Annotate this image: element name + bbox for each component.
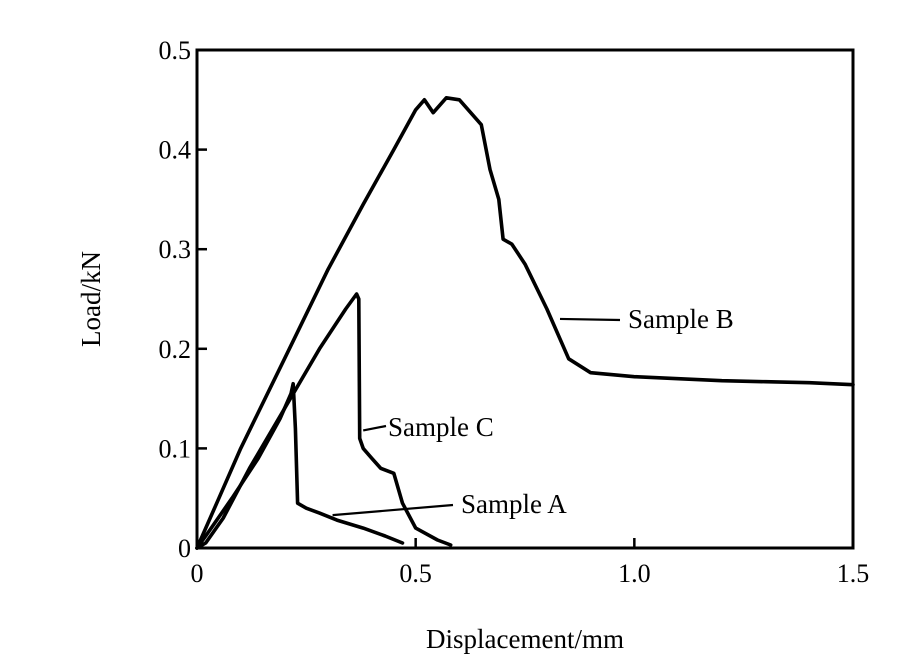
y-tick-label: 0.5	[159, 36, 192, 65]
sample-a-line	[195, 381, 405, 550]
sample-a-label: Sample A	[461, 489, 567, 519]
y-tick-label: 0.2	[159, 335, 192, 364]
sample-b-leader-line	[559, 317, 621, 322]
x-axis-title: Displacement/mm	[426, 624, 624, 654]
x-tick-label: 1.5	[837, 559, 870, 588]
y-tick-label: 0	[178, 534, 191, 563]
plot-frame	[195, 48, 855, 550]
sample-c-line	[195, 292, 453, 550]
sample-c-leader-line	[362, 424, 387, 432]
y-tick-label: 0.3	[159, 235, 192, 264]
y-axis-title: Load/kN	[76, 251, 106, 347]
y-tick-label: 0.4	[159, 136, 192, 165]
x-tick-label: 1.0	[618, 559, 651, 588]
y-tick-label: 0.1	[159, 434, 192, 463]
x-tick-label: 0	[191, 559, 204, 588]
sample-b-line	[195, 96, 855, 550]
sample-b-label: Sample B	[628, 304, 734, 334]
x-axis: 0 0.5 1.0 1.5	[191, 538, 870, 588]
x-tick-label: 0.5	[399, 559, 432, 588]
series-group	[195, 96, 855, 550]
y-axis: 0 0.1 0.2 0.3 0.4 0.5	[159, 36, 207, 563]
sample-a-leader-line	[332, 503, 454, 517]
sample-c-label: Sample C	[388, 412, 494, 442]
series-labels: Sample A Sample B Sample C	[332, 304, 734, 519]
